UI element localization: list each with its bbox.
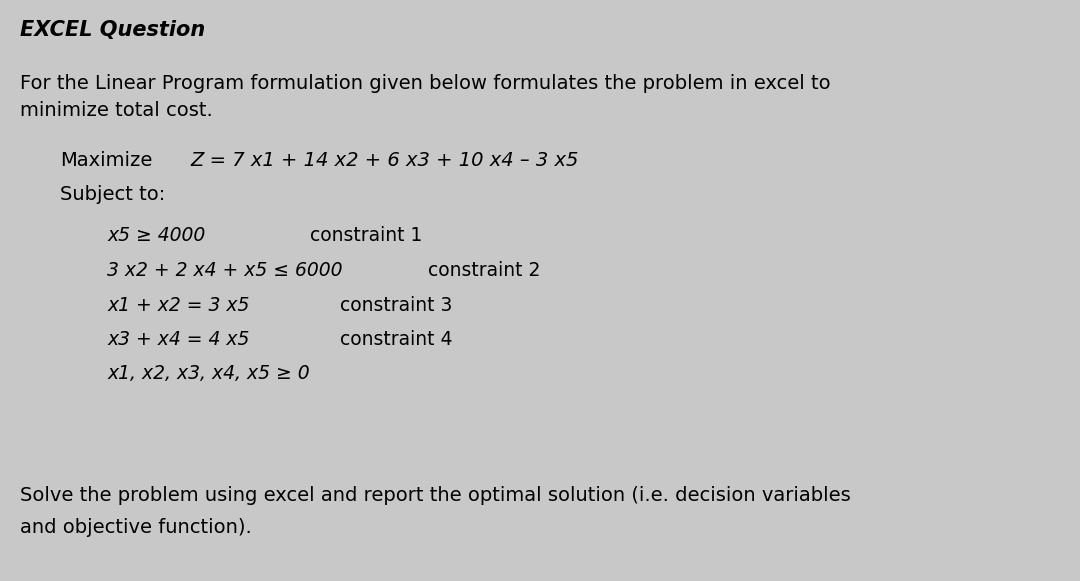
- Text: x3 + x4 = 4 x5: x3 + x4 = 4 x5: [107, 330, 249, 349]
- Text: minimize total cost.: minimize total cost.: [21, 101, 213, 120]
- Text: Subject to:: Subject to:: [60, 185, 165, 204]
- Text: x5 ≥ 4000: x5 ≥ 4000: [107, 226, 205, 245]
- Text: Z = 7 x1 + 14 x2 + 6 x3 + 10 x4 – 3 x5: Z = 7 x1 + 14 x2 + 6 x3 + 10 x4 – 3 x5: [190, 151, 579, 170]
- Text: constraint 1: constraint 1: [310, 226, 422, 245]
- Text: EXCEL Question: EXCEL Question: [21, 20, 205, 40]
- Text: constraint 2: constraint 2: [428, 261, 540, 280]
- Text: Solve the problem using excel and report the optimal solution (i.e. decision var: Solve the problem using excel and report…: [21, 486, 851, 505]
- Text: Maximize: Maximize: [60, 151, 152, 170]
- Text: x1, x2, x3, x4, x5 ≥ 0: x1, x2, x3, x4, x5 ≥ 0: [107, 364, 310, 383]
- Text: x1 + x2 = 3 x5: x1 + x2 = 3 x5: [107, 296, 249, 315]
- Text: For the Linear Program formulation given below formulates the problem in excel t: For the Linear Program formulation given…: [21, 74, 831, 93]
- Text: 3 x2 + 2 x4 + x5 ≤ 6000: 3 x2 + 2 x4 + x5 ≤ 6000: [107, 261, 342, 280]
- Text: constraint 3: constraint 3: [340, 296, 453, 315]
- Text: and objective function).: and objective function).: [21, 518, 252, 537]
- Text: constraint 4: constraint 4: [340, 330, 453, 349]
